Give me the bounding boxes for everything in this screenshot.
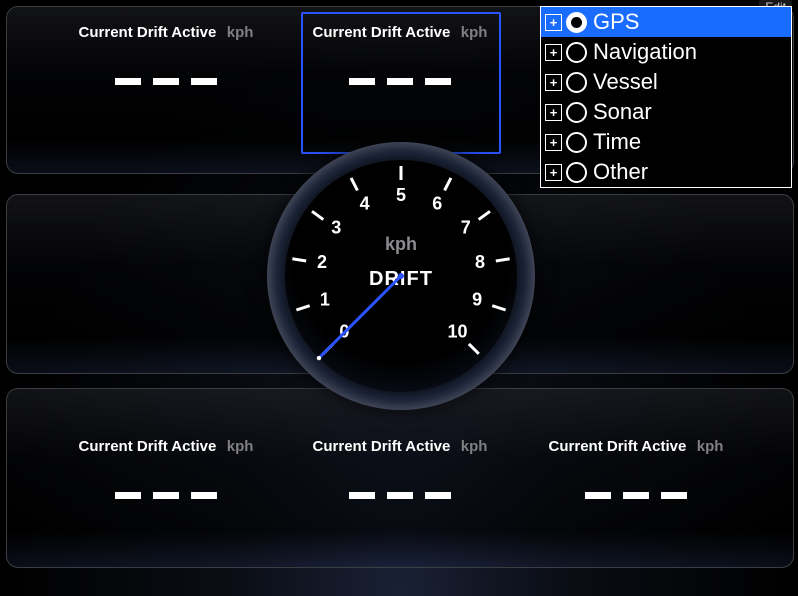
menu-item-label: Sonar (593, 99, 652, 125)
expand-icon[interactable]: + (545, 104, 562, 121)
svg-text:6: 6 (432, 193, 442, 213)
drift-readout[interactable]: Current Drift Active kph (300, 438, 500, 499)
menu-item-time[interactable]: + Time (541, 127, 791, 157)
svg-text:9: 9 (472, 289, 482, 309)
data-source-menu[interactable]: + GPS + Navigation + Vessel + Sonar + Time + Other (540, 6, 792, 188)
drift-unit: kph (227, 438, 254, 455)
svg-text:7: 7 (461, 218, 471, 238)
drift-title: Current Drift Active (313, 438, 451, 455)
drift-readout[interactable]: Current Drift Active kph (66, 24, 266, 85)
radio-icon[interactable] (566, 72, 587, 93)
menu-item-other[interactable]: + Other (541, 157, 791, 187)
expand-icon[interactable]: + (545, 14, 562, 31)
menu-item-label: Time (593, 129, 641, 155)
radio-icon[interactable] (566, 42, 587, 63)
drift-title: Current Drift Active (79, 24, 217, 41)
drift-title: Current Drift Active (313, 24, 451, 41)
radio-icon[interactable] (566, 12, 587, 33)
drift-gauge[interactable]: kph DRIFT 012345678910 (267, 142, 535, 410)
drift-value-placeholder (300, 78, 500, 85)
radio-icon[interactable] (566, 102, 587, 123)
svg-text:4: 4 (360, 193, 370, 213)
expand-icon[interactable]: + (545, 44, 562, 61)
menu-item-gps[interactable]: + GPS (541, 7, 791, 37)
drift-value-placeholder (536, 492, 736, 499)
drift-value-placeholder (300, 492, 500, 499)
drift-readout[interactable]: Current Drift Active kph (66, 438, 266, 499)
drift-readout[interactable]: Current Drift Active kph (536, 438, 736, 499)
expand-icon[interactable]: + (545, 164, 562, 181)
expand-icon[interactable]: + (545, 134, 562, 151)
drift-value-placeholder (66, 78, 266, 85)
menu-item-label: GPS (593, 9, 639, 35)
drift-unit: kph (227, 24, 254, 41)
menu-item-label: Other (593, 159, 648, 185)
svg-text:2: 2 (317, 252, 327, 272)
radio-icon[interactable] (566, 132, 587, 153)
menu-item-vessel[interactable]: + Vessel (541, 67, 791, 97)
drift-unit: kph (461, 24, 488, 41)
expand-icon[interactable]: + (545, 74, 562, 91)
svg-text:3: 3 (331, 218, 341, 238)
drift-title: Current Drift Active (549, 438, 687, 455)
radio-icon[interactable] (566, 162, 587, 183)
menu-item-navigation[interactable]: + Navigation (541, 37, 791, 67)
drift-readout[interactable]: Current Drift Active kph (300, 24, 500, 85)
menu-item-label: Vessel (593, 69, 658, 95)
drift-value-placeholder (66, 492, 266, 499)
svg-text:10: 10 (448, 321, 468, 341)
svg-text:5: 5 (396, 185, 406, 205)
menu-item-sonar[interactable]: + Sonar (541, 97, 791, 127)
drift-title: Current Drift Active (79, 438, 217, 455)
menu-item-label: Navigation (593, 39, 697, 65)
svg-text:8: 8 (475, 252, 485, 272)
drift-unit: kph (461, 438, 488, 455)
svg-text:1: 1 (320, 289, 330, 309)
drift-unit: kph (697, 438, 724, 455)
gauge-svg: 012345678910 (267, 142, 535, 410)
